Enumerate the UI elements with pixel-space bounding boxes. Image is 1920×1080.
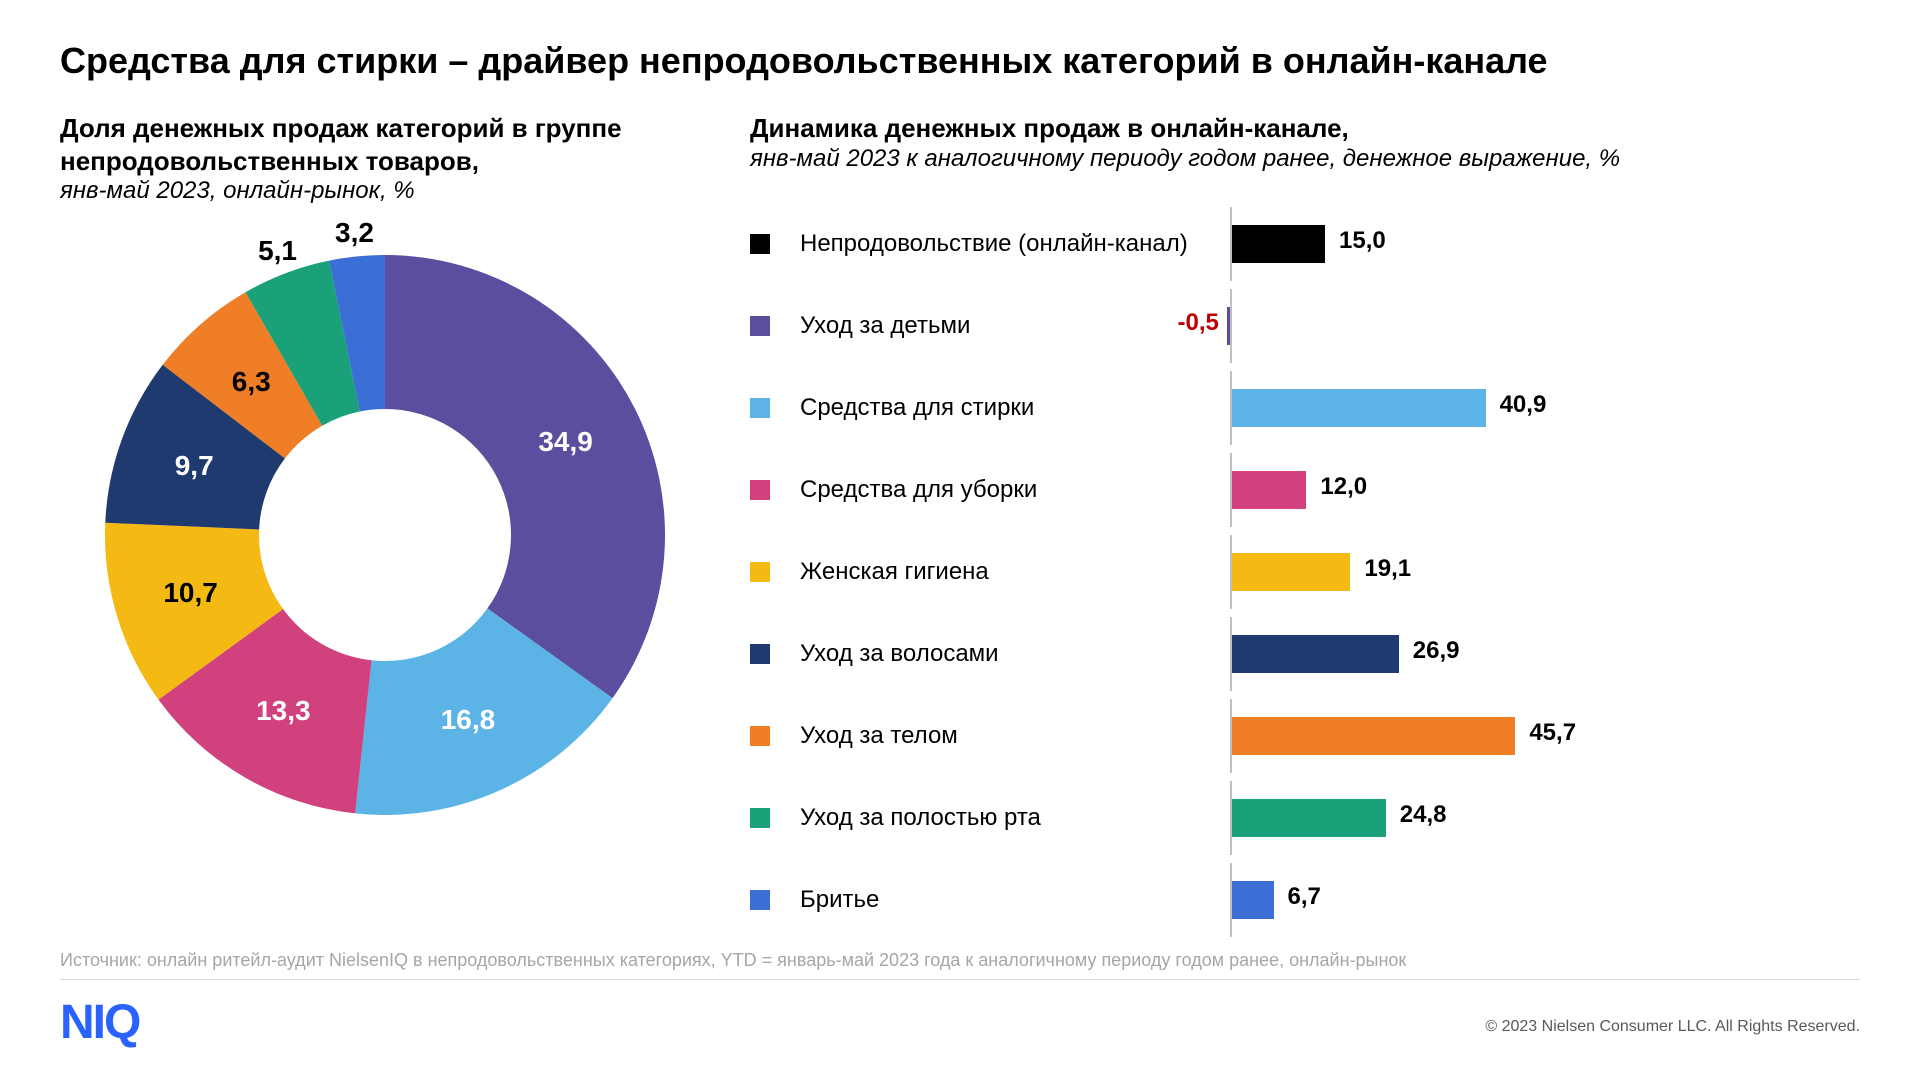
bar-area: -0,5 <box>1220 299 1860 353</box>
bar-label: Уход за детьми <box>800 312 1220 340</box>
bar-row: Уход за полостью рта 24,8 <box>750 777 1860 859</box>
bar-row: Средства для уборки 12,0 <box>750 449 1860 531</box>
bar-rect <box>1227 307 1230 345</box>
legend-swatch <box>750 890 770 910</box>
right-column: Динамика денежных продаж в онлайн-канале… <box>750 112 1860 941</box>
bar-value: 26,9 <box>1413 637 1460 665</box>
bar-area: 6,7 <box>1220 873 1860 927</box>
bar-rect <box>1232 389 1486 427</box>
bar-value: 45,7 <box>1529 719 1576 747</box>
bar-area: 24,8 <box>1220 791 1860 845</box>
bar-label: Уход за полостью рта <box>800 804 1220 832</box>
legend-swatch <box>750 398 770 418</box>
legend-swatch <box>750 562 770 582</box>
bar-row: Средства для стирки 40,9 <box>750 367 1860 449</box>
bar-label: Уход за волосами <box>800 640 1220 668</box>
left-subtitle: Доля денежных продаж категорий в группе … <box>60 113 622 176</box>
legend-swatch <box>750 480 770 500</box>
legend-swatch <box>750 726 770 746</box>
bar-label: Женская гигиена <box>800 558 1220 586</box>
legend-swatch <box>750 234 770 254</box>
bar-area: 40,9 <box>1220 381 1860 435</box>
logo: NIQ <box>60 995 139 1050</box>
bar-row: Бритье 6,7 <box>750 859 1860 941</box>
bar-label: Непродовольствие (онлайн-канал) <box>800 230 1220 258</box>
bar-label: Средства для уборки <box>800 476 1220 504</box>
legend-swatch <box>750 316 770 336</box>
bar-area: 19,1 <box>1220 545 1860 599</box>
bar-value: 15,0 <box>1339 227 1386 255</box>
bar-value: 12,0 <box>1320 473 1367 501</box>
bar-value: 6,7 <box>1288 883 1321 911</box>
left-column: Доля денежных продаж категорий в группе … <box>60 112 710 941</box>
right-subtitle: Динамика денежных продаж в онлайн-канале… <box>750 113 1349 143</box>
bar-rect <box>1232 471 1306 509</box>
bar-chart: Непродовольствие (онлайн-канал) 15,0 Уход … <box>750 203 1860 941</box>
donut-slice <box>385 255 665 698</box>
bar-rect <box>1232 799 1386 837</box>
bar-area: 26,9 <box>1220 627 1860 681</box>
bar-row: Уход за телом 45,7 <box>750 695 1860 777</box>
page-title: Средства для стирки – драйвер непродовол… <box>60 40 1860 82</box>
bar-row: Уход за детьми-0,5 <box>750 285 1860 367</box>
bar-rect <box>1232 225 1325 263</box>
donut-chart: 34,916,813,310,79,76,35,13,2 <box>105 255 665 815</box>
bar-label: Бритье <box>800 886 1220 914</box>
donut-slice-label: 5,1 <box>258 235 297 267</box>
left-subtitle-block: Доля денежных продаж категорий в группе … <box>60 112 710 205</box>
bar-area: 12,0 <box>1220 463 1860 517</box>
columns: Доля денежных продаж категорий в группе … <box>60 112 1860 941</box>
bar-value: 24,8 <box>1400 801 1447 829</box>
slide: Средства для стирки – драйвер непродовол… <box>0 0 1920 1080</box>
right-subtitle-block: Динамика денежных продаж в онлайн-канале… <box>750 112 1860 173</box>
donut-slice-label: 13,3 <box>256 695 311 727</box>
bar-area: 45,7 <box>1220 709 1860 763</box>
bar-row: Непродовольствие (онлайн-канал) 15,0 <box>750 203 1860 285</box>
bar-rect <box>1232 553 1350 591</box>
donut-slice-label: 6,3 <box>232 366 271 398</box>
bar-value: 40,9 <box>1500 391 1547 419</box>
bar-area: 15,0 <box>1220 217 1860 271</box>
donut-slice-label: 16,8 <box>441 704 496 736</box>
bar-value: 19,1 <box>1364 555 1411 583</box>
donut-slice-label: 10,7 <box>163 577 218 609</box>
bar-value: -0,5 <box>1178 309 1219 337</box>
bar-label: Средства для стирки <box>800 394 1220 422</box>
legend-swatch <box>750 644 770 664</box>
left-subtitle-note: янв-май 2023, онлайн-рынок, % <box>60 177 415 204</box>
right-subtitle-note: янв-май 2023 к аналогичному периоду годо… <box>750 145 1620 172</box>
bar-rect <box>1232 635 1399 673</box>
bar-row: Женская гигиена 19,1 <box>750 531 1860 613</box>
bar-rect <box>1232 717 1515 755</box>
donut-slice-label: 3,2 <box>335 217 374 249</box>
footer-source: Источник: онлайн ритейл-аудит NielsenIQ … <box>60 950 1860 980</box>
legend-swatch <box>750 808 770 828</box>
donut-slice-label: 9,7 <box>175 450 214 482</box>
copyright: © 2023 Nielsen Consumer LLC. All Rights … <box>1485 1018 1860 1036</box>
bar-label: Уход за телом <box>800 722 1220 750</box>
bar-rect <box>1232 881 1274 919</box>
axis-line <box>1230 289 1232 363</box>
donut-slice-label: 34,9 <box>538 426 593 458</box>
bar-row: Уход за волосами 26,9 <box>750 613 1860 695</box>
